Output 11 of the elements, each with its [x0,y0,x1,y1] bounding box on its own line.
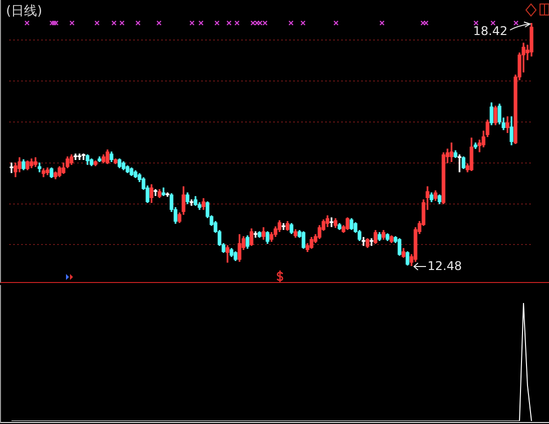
candlestick [78,154,82,160]
candlestick [74,154,78,160]
annotation: 18.42 [473,24,508,38]
candlestick [190,199,194,206]
candlestick [10,162,14,174]
candlestick [362,237,366,246]
candlestick [282,223,286,230]
candlestick [330,217,334,228]
annotation: 12.48 [428,259,462,274]
chart-title: (日线) [6,3,42,20]
candlestick [458,154,462,172]
